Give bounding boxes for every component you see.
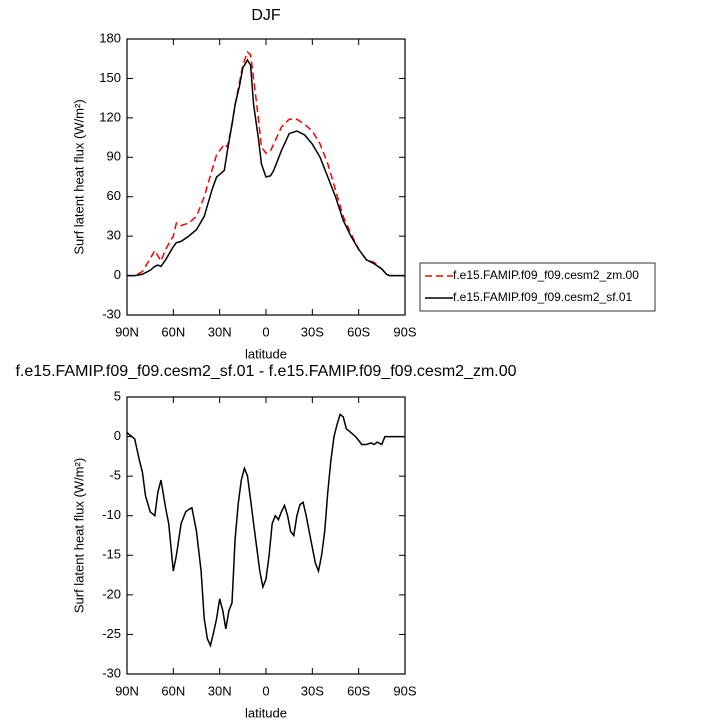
x-tick-label: 30S [301, 683, 324, 698]
y-axis-label: Surf latent heat flux (W/m²) [71, 458, 86, 613]
x-tick-label: 60N [161, 683, 185, 698]
y-tick-label: -5 [109, 468, 121, 483]
plot-frame [126, 38, 406, 316]
legend-label: f.e15.FAMIP.f09_f09.cesm2_sf.01 [453, 290, 633, 304]
y-tick-label: 90 [107, 149, 121, 164]
x-tick-label: 60S [347, 683, 370, 698]
x-tick-label: 0 [262, 683, 269, 698]
y-axis-label: Surf latent heat flux (W/m²) [71, 99, 86, 254]
y-tick-label: -20 [102, 586, 121, 601]
x-tick-label: 30N [208, 683, 232, 698]
legend-box [419, 262, 656, 312]
chart-title: f.e15.FAMIP.f09_f09.cesm2_sf.01 - f.e15.… [15, 363, 516, 380]
y-tick-label: 0 [114, 428, 121, 443]
y-tick-label: -25 [102, 626, 121, 641]
y-tick-label: 120 [99, 109, 121, 124]
x-axis-label: latitude [245, 346, 287, 361]
x-tick-label: 30N [208, 324, 232, 339]
y-tick-label: 60 [107, 188, 121, 203]
x-tick-label: 60S [347, 324, 370, 339]
x-tick-label: 90N [115, 324, 139, 339]
chart-title: DJF [251, 7, 281, 24]
y-tick-label: 180 [99, 30, 121, 45]
y-tick-label: 30 [107, 228, 121, 243]
x-tick-label: 0 [262, 324, 269, 339]
x-axis-label: latitude [245, 705, 287, 720]
y-tick-label: -15 [102, 547, 121, 562]
data-line [127, 50, 405, 277]
y-tick-label: 150 [99, 70, 121, 85]
y-tick-label: -30 [102, 665, 121, 680]
x-tick-label: 30S [301, 324, 324, 339]
x-tick-label: 60N [161, 324, 185, 339]
plot-frame [126, 396, 406, 675]
x-tick-label: 90N [115, 683, 139, 698]
x-tick-label: 90S [393, 324, 416, 339]
y-tick-label: 5 [114, 388, 121, 403]
y-tick-label: -10 [102, 507, 121, 522]
y-tick-label: -30 [102, 306, 121, 321]
y-tick-label: 0 [114, 267, 121, 282]
data-line [127, 58, 405, 277]
legend-label: f.e15.FAMIP.f09_f09.cesm2_zm.00 [453, 268, 639, 282]
x-tick-label: 90S [393, 683, 416, 698]
data-line [126, 413, 405, 648]
